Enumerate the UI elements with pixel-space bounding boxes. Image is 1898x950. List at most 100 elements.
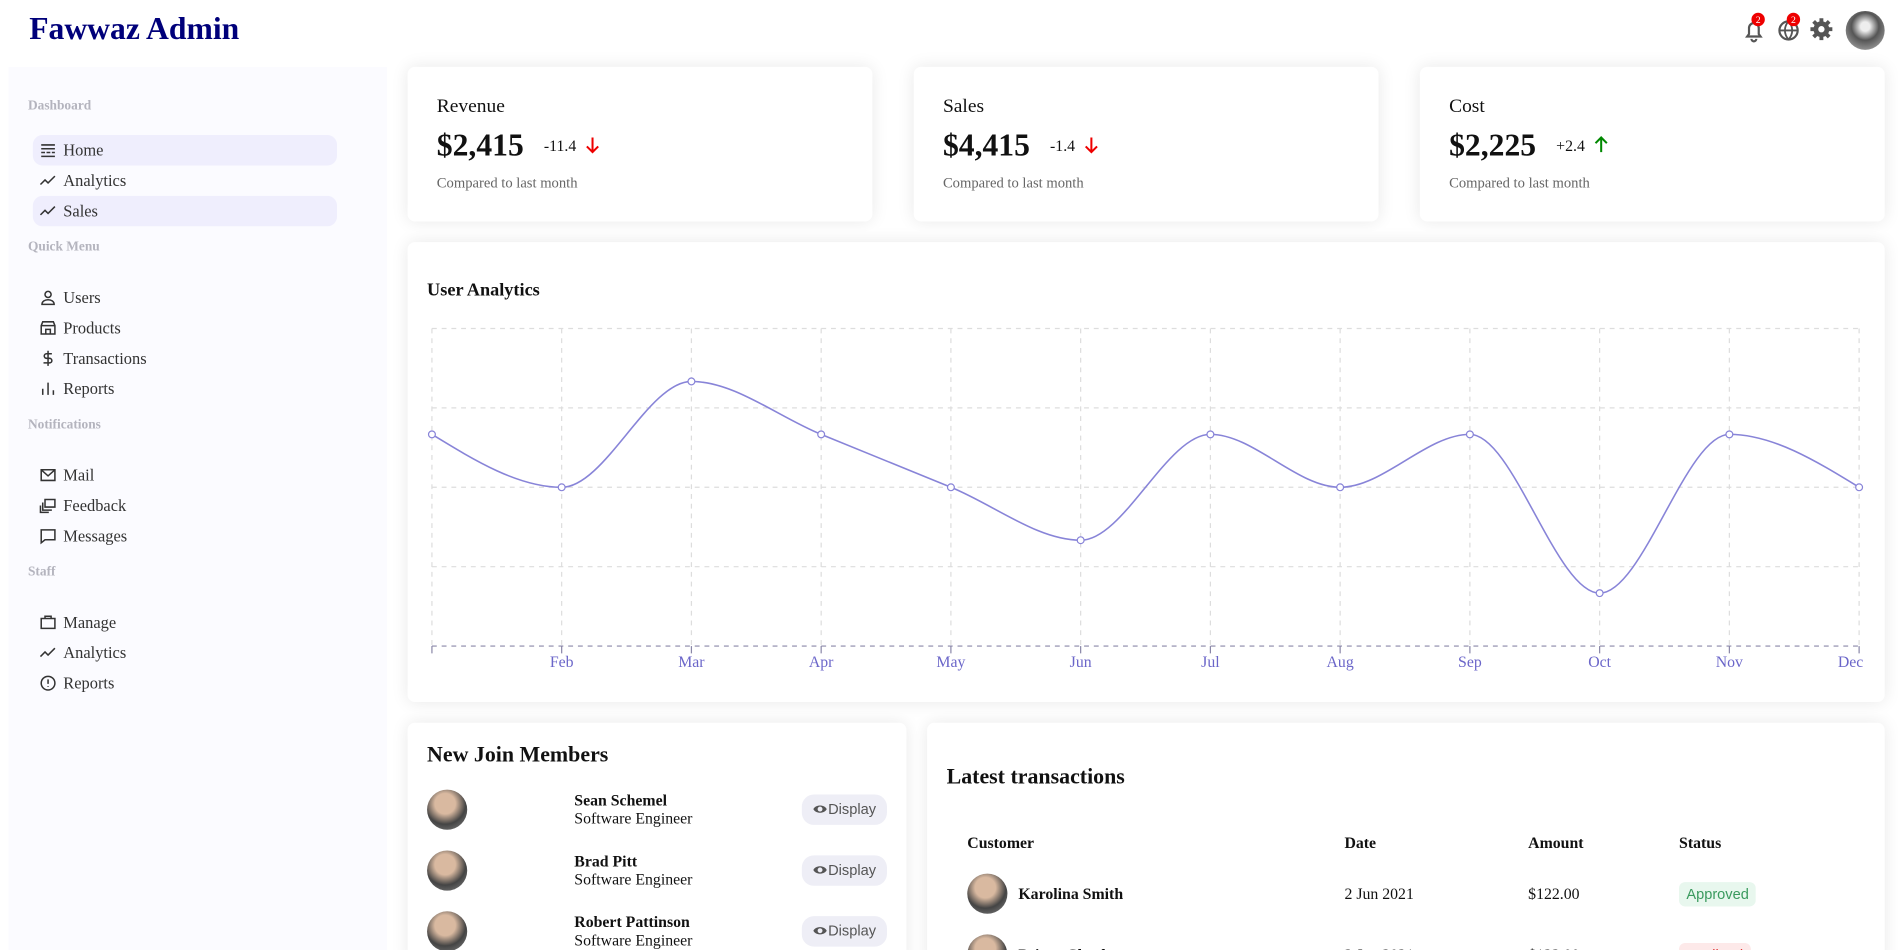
stat-change: -1.4 bbox=[1050, 136, 1076, 155]
menu-icon bbox=[40, 675, 56, 691]
logo[interactable]: Fawwaz Admin bbox=[29, 10, 240, 47]
table-header: Date bbox=[1344, 833, 1377, 852]
menu-label: Reports bbox=[63, 674, 115, 693]
menu-icon bbox=[39, 647, 56, 658]
menu-icon bbox=[39, 175, 56, 186]
menu-label: Reports bbox=[63, 379, 115, 398]
member-role: Software Engineer bbox=[574, 930, 693, 950]
menu-item[interactable]: Products bbox=[33, 313, 337, 343]
menu-label: Users bbox=[63, 288, 101, 307]
menu-label: Mail bbox=[63, 465, 95, 485]
eye-path bbox=[813, 927, 827, 935]
table-cell: $122.00 bbox=[1528, 884, 1580, 903]
menu-icon bbox=[41, 382, 55, 395]
settings-icon[interactable] bbox=[1810, 18, 1833, 41]
display-button[interactable]: Display bbox=[801, 855, 887, 886]
stat-change: +2.4 bbox=[1556, 136, 1585, 155]
stat-value: $2,225 bbox=[1449, 127, 1537, 164]
status-badge: Declined bbox=[1679, 942, 1751, 950]
stat-card: Sales $4,415 -1.4 Compared to last month bbox=[913, 66, 1379, 222]
menu-item[interactable]: Feedback bbox=[33, 490, 337, 520]
arrow-up bbox=[1594, 136, 1608, 153]
menu-label: Feedback bbox=[63, 496, 127, 515]
menu-item[interactable]: Mail bbox=[33, 460, 337, 490]
menu-item[interactable]: Sales bbox=[32, 195, 338, 227]
member-name: Brad Pitt bbox=[574, 851, 638, 870]
menu-label: Sales bbox=[63, 201, 98, 221]
menu-item[interactable]: Manage bbox=[33, 607, 337, 637]
stat-note: Compared to last month bbox=[942, 173, 1084, 192]
icon-path bbox=[40, 675, 56, 691]
chart-card: User Analytics bbox=[407, 242, 1885, 703]
icon-path bbox=[41, 144, 55, 158]
member-name: Sean Schemel bbox=[574, 790, 667, 810]
transactions-title: Latest transactions bbox=[946, 764, 1125, 789]
topbar-icons: 2 2 bbox=[1740, 12, 1886, 51]
arrow-path bbox=[1594, 136, 1608, 153]
icon-path bbox=[40, 469, 56, 482]
display-button[interactable]: Display bbox=[801, 916, 887, 947]
arrow-down bbox=[1084, 137, 1098, 154]
badge bbox=[1786, 12, 1801, 27]
eye-path bbox=[813, 805, 827, 813]
stat-card: Revenue $2,415 -11.4 Compared to last month bbox=[407, 66, 873, 222]
icon-path bbox=[39, 205, 56, 216]
eye-icon bbox=[813, 866, 827, 874]
stat-note: Compared to last month bbox=[436, 173, 578, 192]
icon-path bbox=[39, 498, 56, 514]
customer-avatar bbox=[967, 873, 1008, 914]
menu-icon bbox=[43, 350, 53, 366]
stat-value: $4,415 bbox=[942, 127, 1030, 164]
menu-item[interactable]: Analytics bbox=[33, 638, 337, 668]
menu-label: Analytics bbox=[63, 643, 127, 662]
status-badge: Approved bbox=[1679, 882, 1757, 907]
menu-item[interactable]: Reports bbox=[33, 668, 337, 698]
member-name: Robert Pattinson bbox=[574, 912, 690, 931]
members-title: New Join Members bbox=[427, 742, 609, 767]
stat-value: $2,415 bbox=[436, 127, 524, 164]
button-label: Display bbox=[828, 861, 877, 879]
menu-icon bbox=[41, 290, 55, 306]
user-avatar[interactable] bbox=[1845, 10, 1885, 50]
button-label: Display bbox=[828, 922, 877, 940]
menu-item[interactable]: Analytics bbox=[33, 165, 337, 195]
icon-path bbox=[41, 290, 55, 306]
icon-path bbox=[39, 175, 56, 186]
table-cell: 2 Jun 2021 bbox=[1344, 884, 1414, 903]
stat-note: Compared to last month bbox=[1449, 173, 1590, 192]
display-button[interactable]: Display bbox=[801, 794, 887, 825]
menu-label: Transactions bbox=[63, 349, 147, 368]
stat-title: Cost bbox=[1449, 96, 1485, 117]
menu-icon bbox=[39, 205, 56, 216]
members-card: New Join Members Sean Schemel Software En… bbox=[407, 722, 907, 950]
badge-count: 2 bbox=[1791, 15, 1796, 26]
menu-icon bbox=[40, 469, 56, 482]
menu-item[interactable]: Home bbox=[32, 135, 338, 166]
menu-item[interactable]: Users bbox=[33, 282, 337, 312]
table-cell: $123.00 bbox=[1528, 945, 1579, 950]
menu-item[interactable]: Messages bbox=[33, 521, 337, 551]
table-header: Amount bbox=[1528, 833, 1584, 852]
stat-title: Sales bbox=[942, 96, 985, 117]
icon-path bbox=[43, 350, 53, 366]
menu-icon bbox=[40, 615, 56, 630]
icon-path bbox=[40, 529, 56, 545]
menu-label: Messages bbox=[63, 526, 128, 546]
icon-path bbox=[41, 382, 55, 395]
menu-item[interactable]: Reports bbox=[33, 374, 337, 404]
badge-count: 2 bbox=[1756, 15, 1761, 26]
stat-title: Revenue bbox=[436, 96, 505, 117]
menu-label: Home bbox=[63, 141, 104, 160]
table-header: Customer bbox=[967, 833, 1035, 852]
customer-avatar bbox=[967, 934, 1008, 950]
button-label: Display bbox=[828, 800, 877, 818]
menu-icon bbox=[40, 321, 56, 335]
badge bbox=[1751, 12, 1765, 27]
customer-name: Karolina Smith bbox=[1018, 884, 1124, 903]
stat-card: Cost $2,225 +2.4 Compared to last month bbox=[1419, 66, 1885, 222]
section-title: Staff bbox=[27, 564, 56, 580]
menu-item[interactable]: Transactions bbox=[33, 343, 337, 373]
sidebar: Dashboard Home Analytics Sales Quick Menu Use… bbox=[8, 66, 387, 950]
arrow-down bbox=[586, 137, 599, 154]
